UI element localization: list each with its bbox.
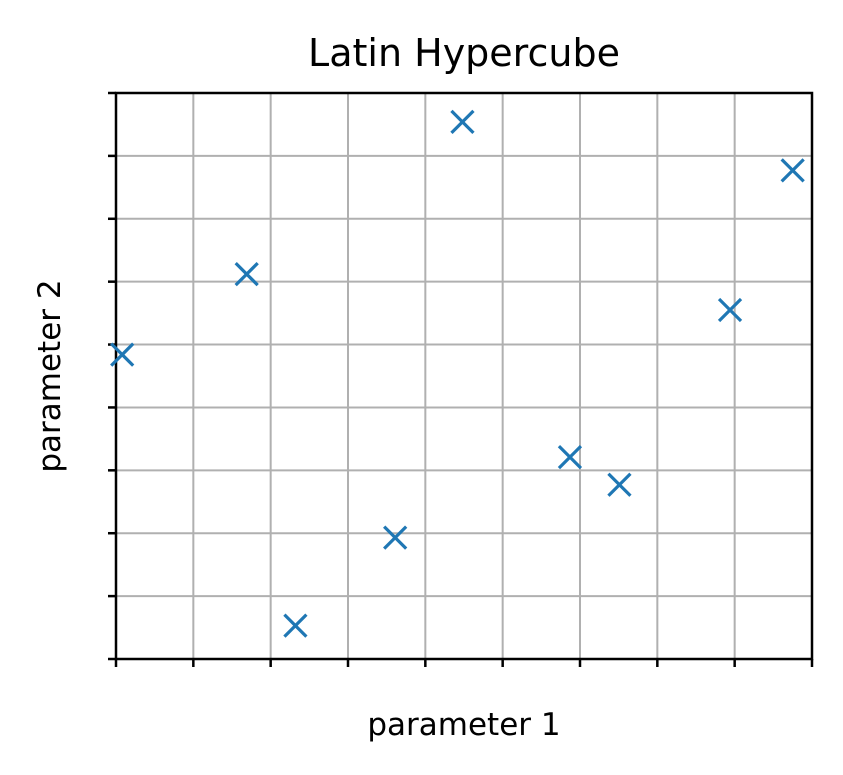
data-point xyxy=(717,297,743,323)
x-axis-label: parameter 1 xyxy=(367,707,560,743)
data-point xyxy=(383,525,408,550)
data-point xyxy=(283,613,308,638)
plot-frame xyxy=(114,91,814,661)
y-axis-label: parameter 2 xyxy=(32,279,68,472)
data-points xyxy=(110,109,805,638)
chart-title: Latin Hypercube xyxy=(308,31,620,75)
data-point xyxy=(110,342,135,367)
data-point xyxy=(234,261,259,287)
data-point xyxy=(780,158,805,183)
data-point xyxy=(607,472,632,497)
data-point xyxy=(557,444,583,470)
axis-ticks xyxy=(108,91,814,667)
data-point xyxy=(450,109,475,135)
